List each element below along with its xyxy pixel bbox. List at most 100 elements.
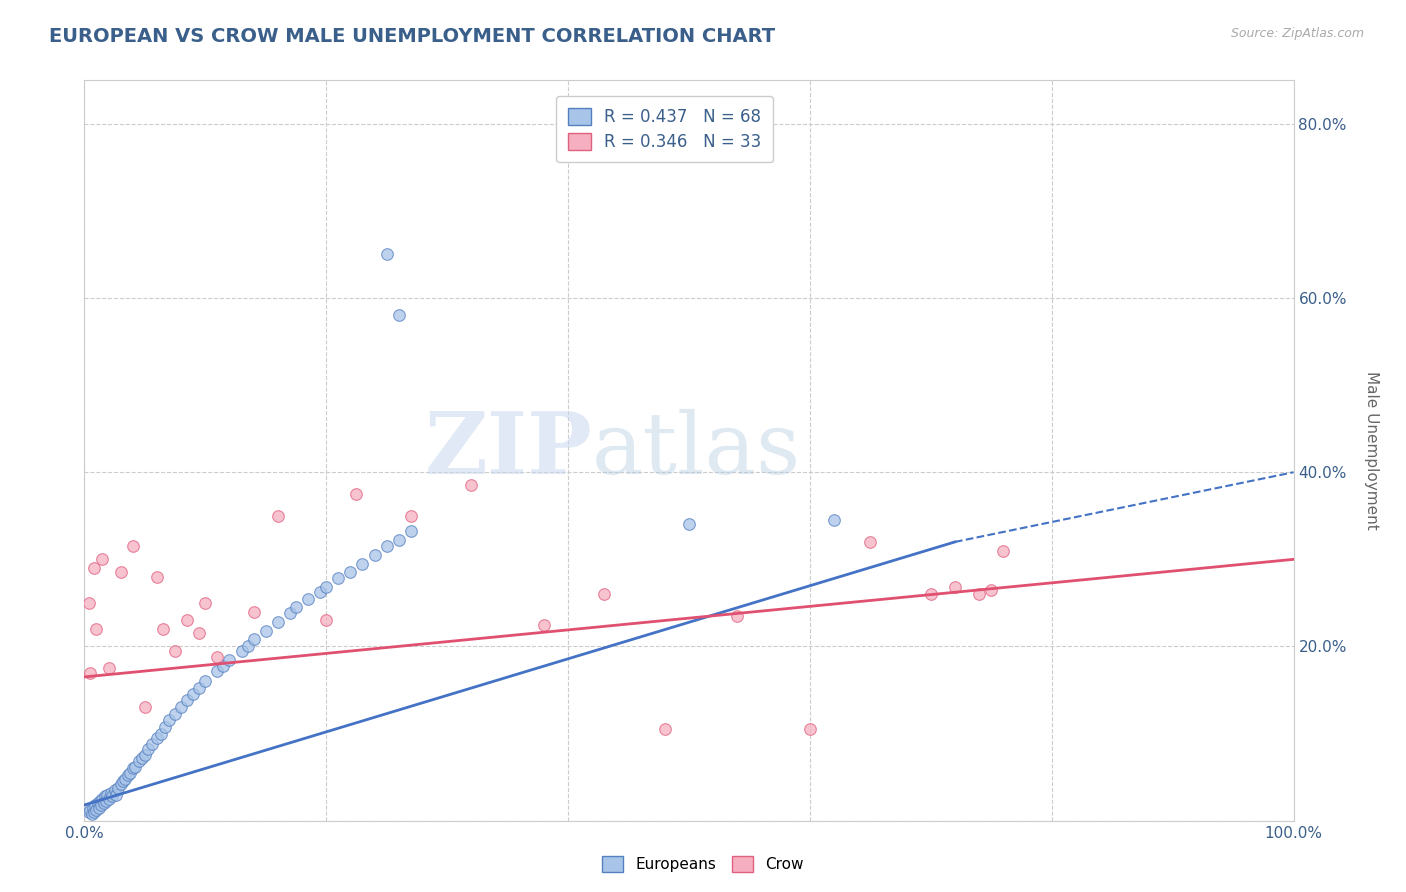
Point (97, 792, 120, 806)
Point (121, 539, 143, 553)
Text: Source: ZipAtlas.com: Source: ZipAtlas.com (1230, 27, 1364, 40)
Point (375, 247, 398, 261)
Point (346, 487, 368, 501)
Point (97, 661, 120, 675)
Point (188, 626, 211, 640)
Point (309, 585, 332, 599)
Point (278, 607, 301, 621)
Point (89, 795, 111, 809)
Point (170, 700, 193, 714)
Point (131, 751, 153, 765)
Point (83, 561, 105, 575)
Point (110, 777, 132, 791)
Point (363, 548, 385, 562)
Y-axis label: Male Unemployment: Male Unemployment (1364, 371, 1378, 530)
Legend: R = 0.437   N = 68, R = 0.346   N = 33: R = 0.437 N = 68, R = 0.346 N = 33 (557, 96, 773, 162)
Point (100, 786, 122, 800)
Point (91, 552, 114, 566)
Legend: Europeans, Crow: Europeans, Crow (595, 848, 811, 880)
Point (117, 768, 139, 782)
Point (315, 580, 337, 594)
Point (165, 707, 187, 722)
Point (94, 795, 117, 809)
Point (176, 693, 198, 707)
Point (920, 587, 942, 601)
Point (207, 649, 229, 664)
Point (242, 605, 264, 619)
Point (87, 800, 110, 814)
Point (104, 783, 127, 797)
Point (110, 566, 132, 580)
Point (339, 566, 361, 580)
Point (134, 700, 156, 714)
Point (84, 797, 107, 812)
Point (83, 805, 105, 819)
Point (128, 755, 150, 769)
Point (231, 644, 253, 658)
Point (823, 513, 845, 527)
Point (533, 617, 555, 632)
Point (82, 800, 104, 814)
Point (388, 309, 411, 323)
Point (121, 761, 143, 775)
Point (236, 640, 259, 654)
Point (79, 803, 101, 817)
Point (799, 722, 821, 736)
Point (77, 596, 100, 610)
Point (114, 772, 136, 786)
Point (388, 533, 411, 548)
Point (181, 687, 204, 701)
Point (86, 796, 108, 810)
Point (94, 789, 117, 804)
Point (112, 774, 135, 789)
Point (967, 587, 990, 601)
Point (399, 508, 422, 523)
Point (157, 714, 180, 728)
Point (352, 557, 374, 571)
Point (96, 788, 118, 802)
Point (654, 722, 676, 736)
Point (86, 622, 108, 636)
Point (86, 803, 108, 817)
Text: EUROPEAN VS CROW MALE UNEMPLOYMENT CORRELATION CHART: EUROPEAN VS CROW MALE UNEMPLOYMENT CORRE… (49, 27, 775, 45)
Point (141, 737, 163, 751)
Point (859, 535, 882, 549)
Point (267, 508, 290, 523)
Point (254, 624, 277, 638)
Point (993, 543, 1015, 558)
Point (678, 517, 700, 532)
Point (104, 788, 127, 802)
Point (155, 720, 177, 734)
Point (149, 726, 172, 740)
Point (146, 731, 169, 745)
Point (593, 587, 616, 601)
Point (267, 615, 290, 629)
Point (207, 664, 229, 678)
Point (134, 748, 156, 763)
Point (146, 570, 169, 584)
Point (328, 572, 350, 586)
Point (242, 632, 264, 647)
Point (93, 796, 115, 810)
Point (107, 780, 129, 795)
Point (124, 759, 146, 773)
Point (188, 681, 211, 696)
Point (943, 580, 966, 594)
Point (176, 613, 198, 627)
Point (152, 622, 174, 636)
Point (460, 478, 482, 492)
Point (165, 644, 187, 658)
Point (399, 524, 422, 539)
Point (194, 596, 217, 610)
Point (138, 742, 160, 756)
Point (194, 674, 217, 689)
Point (218, 652, 240, 666)
Point (120, 765, 142, 780)
Point (91, 792, 114, 806)
Point (80, 806, 103, 821)
Point (284, 600, 308, 615)
Point (90, 797, 112, 812)
Text: atlas: atlas (592, 409, 801, 492)
Point (297, 591, 319, 606)
Point (375, 539, 398, 553)
